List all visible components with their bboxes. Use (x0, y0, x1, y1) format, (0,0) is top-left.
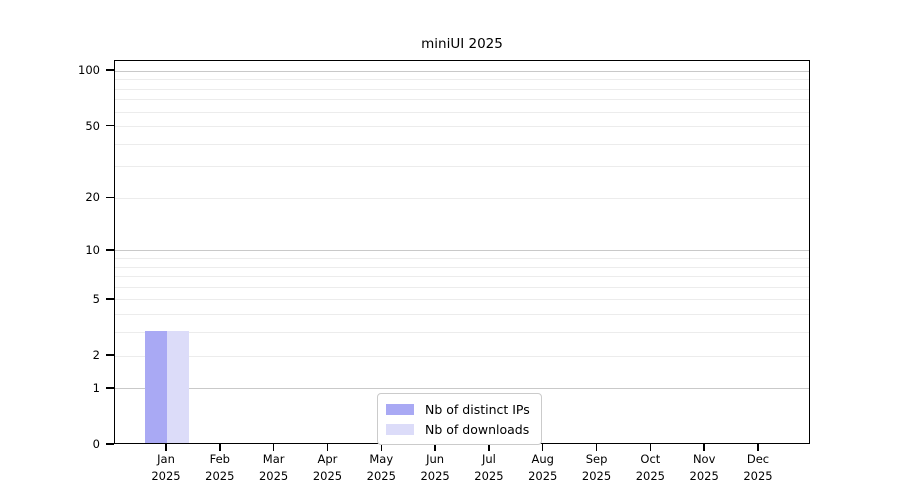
y-tick-label: 1 (92, 380, 100, 395)
y-tick-mark (106, 354, 114, 356)
x-tick-mark (272, 444, 275, 451)
y-gridline-minor (115, 299, 809, 301)
x-tick-label: Dec 2025 (726, 451, 790, 485)
x-tick-mark (649, 444, 652, 451)
y-tick-mark (106, 249, 114, 251)
x-tick-mark (434, 444, 436, 451)
x-tick-month: Sep (585, 452, 608, 466)
x-tick-month: Jul (481, 452, 496, 466)
y-gridline-minor (115, 257, 809, 259)
x-tick-year: 2025 (474, 469, 504, 483)
y-gridline-minor (115, 79, 809, 81)
y-gridline-minor (115, 99, 809, 101)
y-gridline-minor (115, 143, 809, 145)
y-tick-label: 20 (85, 190, 100, 205)
x-tick-year: 2025 (258, 469, 289, 483)
y-gridline-major (115, 70, 809, 72)
x-tick-year: 2025 (635, 469, 665, 483)
x-tick-label: Feb 2025 (188, 451, 252, 485)
legend-label-downloads: Nb of downloads (425, 421, 530, 437)
y-tick-mark (106, 124, 114, 127)
y-gridline-major (115, 250, 809, 252)
x-tick-label: Jun 2025 (403, 451, 467, 485)
x-tick-mark (380, 444, 383, 451)
x-tick-month: Oct (640, 452, 661, 466)
chart-title: miniUI 2025 (421, 36, 503, 52)
x-tick-label: Aug 2025 (511, 451, 575, 485)
x-tick-label: Oct 2025 (618, 451, 682, 485)
x-tick-mark (703, 444, 705, 451)
bar-nb-of-distinct-ips (145, 330, 167, 443)
x-tick-label: Jan 2025 (134, 451, 198, 485)
x-tick-mark (595, 444, 598, 451)
legend-swatch-distinct-ips (386, 403, 414, 415)
x-tick-year: 2025 (581, 469, 612, 483)
y-tick-label: 0 (92, 437, 100, 451)
legend-item-distinct-ips: Nb of distinct IPs (386, 399, 530, 419)
x-tick-mark (488, 444, 490, 451)
x-tick-year: 2025 (528, 469, 558, 483)
x-tick-month: Jun (426, 452, 445, 466)
y-gridline-minor (115, 111, 809, 113)
x-tick-label: May 2025 (349, 451, 413, 485)
y-tick-mark (106, 69, 114, 71)
x-tick-month: Feb (209, 452, 230, 466)
y-tick-label: 10 (85, 242, 100, 257)
x-tick-mark (165, 444, 167, 451)
x-tick-month: May (369, 452, 394, 466)
x-tick-label: Mar 2025 (242, 451, 306, 485)
x-tick-year: 2025 (151, 469, 181, 483)
x-tick-mark (757, 444, 759, 451)
y-gridline-major (115, 388, 809, 390)
x-tick-month: Nov (692, 452, 716, 466)
legend: Nb of distinct IPs Nb of downloads (377, 393, 542, 445)
legend-item-downloads: Nb of downloads (386, 419, 530, 439)
bar-nb-of-downloads (167, 330, 189, 443)
y-tick-label: 50 (85, 118, 100, 133)
y-gridline-minor (115, 276, 809, 278)
x-tick-month: Dec (746, 452, 770, 466)
y-tick-label: 5 (92, 291, 100, 306)
x-tick-year: 2025 (420, 469, 450, 483)
y-gridline-minor (115, 88, 809, 90)
y-gridline-minor (115, 126, 809, 127)
y-gridline-minor (115, 166, 809, 168)
y-gridline-minor (115, 332, 809, 334)
y-tick-label: 100 (78, 63, 100, 78)
legend-swatch-downloads (386, 423, 414, 435)
x-tick-year: 2025 (312, 469, 343, 483)
x-tick-label: Apr 2025 (295, 451, 359, 485)
x-tick-mark (326, 444, 329, 451)
y-tick-mark (106, 387, 114, 389)
y-gridline-minor (115, 286, 809, 288)
y-tick-mark (106, 443, 114, 445)
x-tick-year: 2025 (366, 469, 396, 483)
y-tick-label: 2 (92, 348, 100, 362)
y-gridline-minor (115, 355, 809, 357)
y-tick-mark (106, 196, 114, 199)
plot-area (114, 60, 810, 444)
x-tick-mark (219, 444, 221, 451)
x-tick-year: 2025 (689, 469, 719, 483)
x-tick-month: Mar (262, 452, 285, 466)
y-gridline-minor (115, 197, 809, 199)
x-tick-month: Aug (531, 452, 554, 466)
y-tick-mark (106, 298, 114, 300)
x-tick-year: 2025 (743, 469, 773, 483)
x-tick-mark (541, 444, 544, 451)
x-tick-month: Apr (317, 452, 338, 466)
x-tick-label: Nov 2025 (672, 451, 736, 485)
x-tick-year: 2025 (205, 469, 235, 483)
legend-label-distinct-ips: Nb of distinct IPs (425, 401, 530, 417)
y-gridline-minor (115, 266, 809, 268)
y-gridline-minor (115, 314, 809, 316)
x-tick-label: Sep 2025 (565, 451, 629, 485)
x-tick-label: Jul 2025 (457, 451, 521, 485)
x-tick-month: Jan (157, 452, 175, 466)
